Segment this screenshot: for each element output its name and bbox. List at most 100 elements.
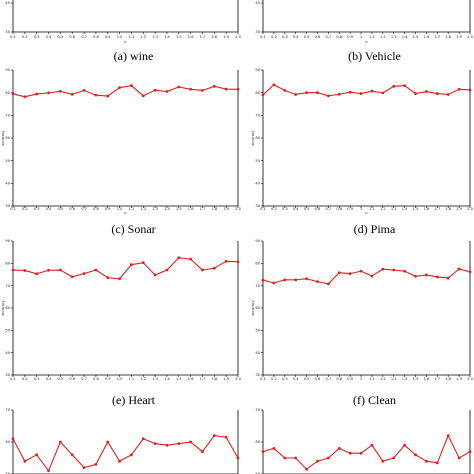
x-tick-label: 1.4 bbox=[164, 377, 170, 381]
data-point bbox=[425, 90, 428, 93]
data-point bbox=[337, 271, 341, 275]
data-point bbox=[446, 434, 450, 437]
y-tick-label: 80 bbox=[255, 91, 260, 95]
x-tick-label: 0.3 bbox=[34, 207, 40, 211]
x-tick-label: 0.5 bbox=[58, 35, 64, 39]
data-point bbox=[70, 453, 74, 457]
x-tick-label: 0.3 bbox=[34, 35, 40, 39]
data-point bbox=[370, 274, 374, 278]
x-tick-label: 1.5 bbox=[176, 377, 182, 381]
y-tick-label: 40 bbox=[5, 351, 10, 355]
data-point bbox=[70, 92, 74, 96]
data-point bbox=[94, 463, 98, 466]
x-tick-label: 1.2 bbox=[380, 35, 386, 39]
x-tick-label: 1.6 bbox=[188, 35, 194, 39]
data-point bbox=[261, 93, 265, 97]
y-tick-label: 70 bbox=[255, 114, 260, 118]
x-tick-label: 2.0 bbox=[467, 35, 473, 39]
x-tick-label: 1.1 bbox=[129, 207, 135, 211]
data-point bbox=[82, 272, 86, 276]
x-tick-label: 0.8 bbox=[336, 35, 342, 39]
data-point bbox=[294, 93, 298, 96]
data-point bbox=[261, 278, 265, 282]
data-point bbox=[435, 92, 439, 95]
x-tick-label: 0.6 bbox=[315, 35, 321, 39]
x-tick-label: 1.6 bbox=[424, 207, 430, 211]
data-point bbox=[326, 282, 330, 286]
data-point bbox=[294, 278, 298, 282]
x-tick-label: 0.6 bbox=[315, 377, 321, 381]
x-tick-label: 1.2 bbox=[140, 207, 146, 211]
x-tick-label: 1.9 bbox=[456, 207, 462, 211]
data-point bbox=[106, 94, 110, 98]
data-point bbox=[326, 94, 330, 98]
x-tick-label: 1.4 bbox=[402, 377, 408, 381]
chart-panel-7: 50 60 70 bbox=[5, 408, 240, 474]
data-point bbox=[236, 456, 240, 460]
x-tick-label: 0.6 bbox=[69, 35, 75, 39]
data-point bbox=[35, 272, 39, 276]
data-point bbox=[224, 435, 228, 439]
x-tick-label: 1.7 bbox=[200, 35, 206, 39]
data-point bbox=[106, 276, 110, 280]
y-tick-label: 60 bbox=[5, 440, 10, 444]
data-point bbox=[94, 93, 98, 97]
y-tick-label: 50 bbox=[255, 329, 260, 333]
y-tick-label: 90 bbox=[255, 239, 260, 243]
x-tick-label: 0.1 bbox=[260, 35, 266, 39]
x-tick-label: 1.6 bbox=[188, 207, 194, 211]
data-point bbox=[425, 273, 428, 277]
panel-caption: (a) wine bbox=[114, 49, 154, 63]
x-tick-label: 1.3 bbox=[391, 377, 397, 381]
data-point bbox=[130, 84, 133, 88]
x-tick-label: 0.7 bbox=[326, 377, 332, 381]
data-point bbox=[47, 469, 50, 473]
x-tick-label: 0.4 bbox=[293, 377, 299, 381]
data-point bbox=[23, 459, 27, 463]
panel-caption: (e) Heart bbox=[112, 393, 156, 407]
x-tick-label: 1.8 bbox=[445, 35, 451, 39]
y-tick-label: 60 bbox=[255, 136, 260, 140]
x-tick-label: 2.0 bbox=[467, 207, 473, 211]
data-point bbox=[337, 92, 341, 96]
data-point bbox=[141, 261, 145, 265]
data-point bbox=[457, 87, 461, 91]
data-point bbox=[414, 453, 417, 457]
data-point bbox=[58, 268, 62, 272]
data-point bbox=[58, 89, 62, 93]
x-axis-label: p bbox=[365, 40, 367, 44]
data-point bbox=[392, 456, 396, 460]
data-point bbox=[446, 93, 450, 96]
data-point bbox=[403, 269, 407, 273]
x-axis-label: p bbox=[124, 211, 126, 215]
x-tick-label: 0.2 bbox=[271, 207, 277, 211]
x-tick-label: 1.9 bbox=[456, 377, 462, 381]
x-tick-label: 1.6 bbox=[188, 377, 194, 381]
x-tick-label: 1.7 bbox=[434, 207, 440, 211]
x-tick-label: 0.9 bbox=[105, 207, 111, 211]
data-point bbox=[283, 456, 287, 460]
data-point bbox=[359, 451, 363, 455]
x-tick-label: 1.6 bbox=[424, 35, 430, 39]
data-point bbox=[82, 89, 86, 92]
data-point bbox=[414, 92, 417, 95]
x-tick-label: 1.0 bbox=[117, 377, 123, 381]
data-point bbox=[106, 440, 110, 444]
y-tick-label: 50 bbox=[5, 472, 10, 474]
x-tick-label: 0.4 bbox=[46, 35, 52, 39]
data-point bbox=[392, 84, 396, 88]
x-tick-label: 1.3 bbox=[152, 35, 158, 39]
x-tick-label: 0.9 bbox=[105, 35, 111, 39]
x-tick-label: 0.6 bbox=[315, 207, 321, 211]
data-point bbox=[316, 280, 319, 284]
x-tick-label: 1.9 bbox=[223, 35, 229, 39]
data-point bbox=[130, 263, 133, 267]
x-tick-label: 1.9 bbox=[456, 35, 462, 39]
data-point bbox=[316, 91, 319, 95]
chart-panel-1: 30 40 0.1 0.2 0.3 0.4 0.5 0.6 0.7 0.8 0.9 1.0 1.1 1.2… bbox=[5, 0, 242, 63]
data-point bbox=[435, 461, 439, 465]
x-tick-label: 1.4 bbox=[164, 207, 170, 211]
data-point bbox=[11, 268, 15, 272]
y-tick-label: 50 bbox=[255, 472, 260, 474]
data-point bbox=[118, 86, 121, 90]
